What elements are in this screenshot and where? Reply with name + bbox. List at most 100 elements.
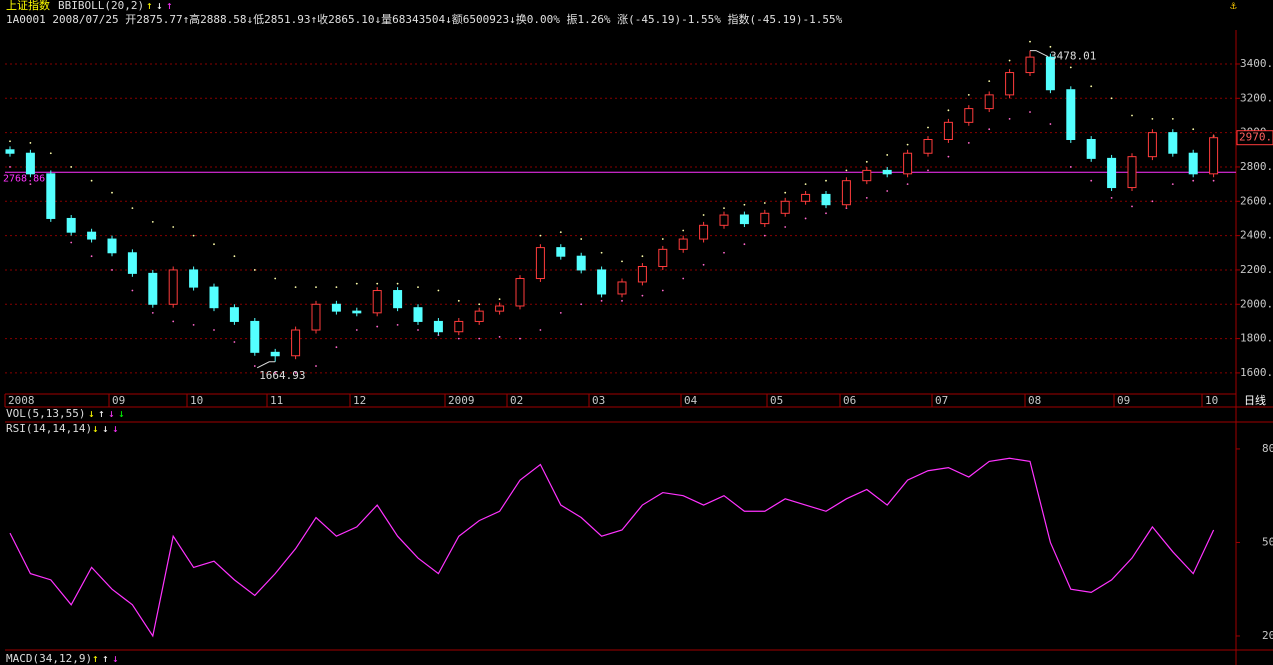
x-tick-label: 04 [684, 394, 698, 407]
x-tick-label: 10 [1205, 394, 1218, 407]
candle-body [637, 266, 647, 283]
lower-band-point [498, 335, 501, 338]
lower-band-point [1029, 111, 1031, 113]
candle-body [331, 303, 341, 312]
lower-band-point [825, 212, 827, 215]
indicator-name: BBIBOLL(20,2) [58, 0, 144, 12]
candle-body [291, 329, 301, 357]
x-tick-label: 11 [270, 394, 283, 407]
lower-band-point [600, 299, 603, 302]
lower-band-point [376, 325, 379, 328]
upper-band-point [9, 140, 11, 143]
upper-band-point [457, 299, 460, 302]
lower-band-point [661, 289, 664, 292]
upper-band-point [192, 234, 195, 237]
candle-body [87, 231, 97, 240]
candle-body [372, 290, 382, 314]
upper-band-point [315, 286, 317, 289]
upper-band-point [539, 234, 542, 237]
lock-icon[interactable]: ⚓ [1229, 0, 1237, 12]
candle-body [1086, 139, 1096, 159]
upper-band-point [1110, 97, 1113, 100]
candle-body [760, 212, 770, 225]
lower-band-point [559, 311, 562, 314]
upper-band-point [49, 152, 52, 155]
lower-band-point [111, 269, 113, 271]
high-pointer [1030, 50, 1049, 58]
lower-band-point [478, 337, 481, 340]
arrow-indicator: ↓ [92, 422, 99, 435]
upper-band-point [1192, 128, 1195, 131]
last-price-box [1236, 130, 1273, 146]
candle-body [841, 180, 851, 206]
candle-body [984, 94, 994, 110]
candle-body [229, 307, 239, 322]
candle-body [1188, 152, 1198, 175]
lower-band-point [315, 365, 317, 367]
lower-band-point [988, 128, 991, 131]
lower-band-point [519, 337, 521, 340]
upper-band-point [1151, 118, 1154, 120]
candle-body [5, 149, 15, 154]
upper-band-point [172, 226, 175, 228]
upper-band-point [437, 289, 440, 292]
candle-body [1045, 56, 1055, 91]
upper-band-point [417, 286, 419, 289]
upper-band-point [151, 220, 154, 223]
upper-band-point [947, 109, 950, 112]
y-tick-label: 2000.00 [1240, 297, 1273, 310]
x-tick-label: 12 [353, 394, 366, 407]
candle-body [148, 272, 158, 305]
upper-band-point [927, 126, 929, 129]
candle-body [923, 139, 933, 154]
upper-band-point [967, 93, 970, 96]
x-tick-label: 08 [1028, 394, 1041, 407]
lower-band-point [396, 323, 399, 326]
candle-body [311, 303, 321, 331]
period-label: 日线 [1244, 393, 1266, 407]
candle-body [678, 238, 688, 250]
lower-band-point [131, 289, 134, 292]
lower-band-point [865, 196, 868, 199]
candle-body [576, 255, 586, 271]
upper-band-point [1069, 66, 1072, 69]
upper-band-point [111, 191, 113, 194]
upper-band-point [1171, 118, 1174, 120]
upper-band-point [1049, 45, 1052, 48]
upper-band-point [763, 202, 766, 204]
candle-body [882, 169, 892, 175]
quote-line: 1A0001 2008/07/25 开2875.77↑高2888.58↓低285… [6, 12, 843, 26]
upper-band-point [702, 214, 705, 216]
upper-band-point [559, 231, 562, 234]
candle-body [943, 121, 953, 141]
candle-body [474, 310, 484, 322]
upper-band-point [682, 229, 685, 232]
y-tick-label: 2800.00 [1240, 160, 1273, 173]
lower-band-point [702, 263, 705, 266]
lower-band-point [355, 329, 358, 331]
lower-band-point [457, 337, 460, 340]
upper-band-point [580, 238, 583, 240]
candle-body [903, 152, 913, 175]
lower-band-point [641, 294, 644, 297]
candle-body [25, 152, 35, 175]
candle-body [1209, 137, 1219, 175]
candle-body [739, 214, 749, 225]
candle-body [535, 247, 545, 280]
y-tick-label: 3200.00 [1240, 91, 1273, 104]
candle-body [209, 286, 219, 309]
reference-label: 2768.86 [3, 173, 45, 184]
lower-band-point [233, 341, 236, 343]
lower-band-point [213, 329, 215, 331]
arrow-indicator: ↑ [98, 407, 105, 420]
x-tick-label: 2009 [448, 394, 475, 407]
lower-band-point [253, 365, 256, 367]
upper-band-point [1029, 40, 1031, 43]
candle-body [801, 193, 811, 202]
lower-band-point [1131, 205, 1133, 208]
lower-band-point [172, 320, 175, 323]
arrow-indicator: ↓ [118, 407, 125, 420]
lower-band-point [947, 155, 950, 158]
